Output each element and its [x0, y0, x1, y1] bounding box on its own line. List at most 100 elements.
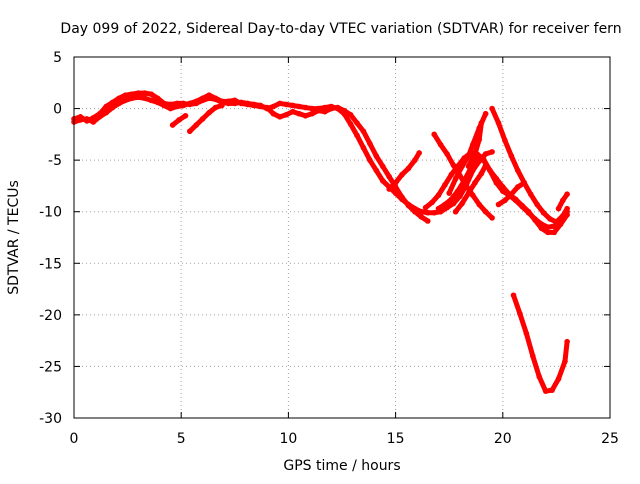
data-point	[515, 184, 521, 190]
data-point	[482, 208, 489, 215]
y-tick-label: -10	[39, 205, 62, 221]
data-point	[103, 103, 109, 110]
data-point	[405, 202, 412, 209]
data-point	[469, 141, 476, 148]
data-point	[489, 215, 495, 221]
data-point	[270, 103, 277, 110]
data-point	[277, 114, 283, 120]
data-point	[283, 101, 290, 108]
data-point	[547, 216, 553, 222]
data-point	[538, 225, 545, 232]
data-point	[495, 201, 502, 208]
data-point	[199, 116, 206, 122]
y-tick-label: -5	[48, 153, 62, 169]
data-point	[454, 188, 461, 194]
data-point	[161, 102, 167, 109]
data-point	[431, 131, 437, 138]
data-point	[328, 105, 335, 112]
data-point	[309, 110, 315, 117]
data-point	[564, 338, 570, 345]
data-point	[429, 199, 435, 206]
data-point	[360, 128, 367, 135]
data-point	[373, 153, 380, 159]
data-point	[562, 358, 568, 365]
data-point	[560, 213, 566, 219]
data-point	[564, 205, 570, 212]
data-point	[527, 191, 534, 197]
data-point	[309, 105, 315, 112]
data-point	[424, 218, 431, 224]
data-point	[176, 117, 182, 123]
data-point	[472, 180, 478, 186]
data-point	[489, 149, 495, 155]
data-segment	[523, 330, 536, 359]
data-point	[482, 110, 489, 117]
data-point	[174, 103, 180, 110]
data-point	[90, 119, 97, 125]
data-point	[465, 163, 472, 170]
data-series-15	[510, 292, 570, 394]
data-point	[500, 184, 506, 190]
y-tick-label: 0	[53, 102, 62, 118]
data-point	[525, 208, 532, 215]
data-point	[534, 201, 540, 208]
data-point	[193, 122, 200, 128]
data-point	[519, 202, 525, 209]
data-point	[302, 104, 309, 111]
data-point	[508, 191, 515, 197]
data-point	[116, 100, 122, 107]
data-point	[482, 151, 489, 157]
data-point	[476, 136, 483, 143]
data-point	[232, 97, 238, 104]
data-point	[154, 99, 161, 106]
data-point	[148, 91, 154, 97]
data-point	[141, 95, 148, 102]
data-point	[431, 209, 437, 216]
data-point	[472, 151, 478, 157]
data-point	[517, 311, 523, 317]
y-axis-label: SDTVAR / TECUs	[6, 180, 22, 295]
data-point	[219, 98, 225, 105]
data-point	[206, 92, 212, 98]
data-point	[270, 110, 277, 117]
data-point	[199, 95, 206, 102]
data-point	[457, 193, 463, 200]
data-point	[540, 209, 547, 216]
data-point	[347, 121, 354, 127]
data-point	[459, 163, 465, 170]
data-point	[463, 183, 470, 189]
data-point	[459, 200, 465, 207]
data-point	[487, 167, 493, 174]
data-point	[442, 182, 448, 188]
data-point	[122, 92, 129, 98]
data-point	[502, 137, 508, 144]
data-point	[480, 157, 487, 163]
data-point	[424, 209, 431, 216]
data-point	[412, 208, 418, 215]
data-point	[283, 111, 290, 118]
data-point	[219, 102, 225, 109]
data-point	[536, 373, 543, 380]
data-series-13	[495, 180, 528, 208]
data-point	[206, 109, 212, 116]
data-point	[508, 153, 515, 159]
data-point	[435, 192, 442, 199]
data-segment	[530, 353, 542, 380]
y-tick-label: -20	[39, 308, 62, 324]
data-point	[551, 229, 558, 236]
data-point	[148, 97, 154, 104]
data-series-5	[386, 150, 422, 192]
data-point	[186, 100, 193, 107]
data-point	[555, 205, 562, 212]
data-point	[129, 95, 135, 102]
data-point	[386, 173, 392, 180]
data-point	[193, 98, 200, 105]
data-segment	[517, 311, 529, 336]
data-point	[555, 376, 562, 382]
data-point	[493, 175, 500, 182]
y-tick-label: -15	[39, 256, 62, 272]
data-segment	[511, 292, 523, 317]
data-point	[553, 219, 560, 225]
